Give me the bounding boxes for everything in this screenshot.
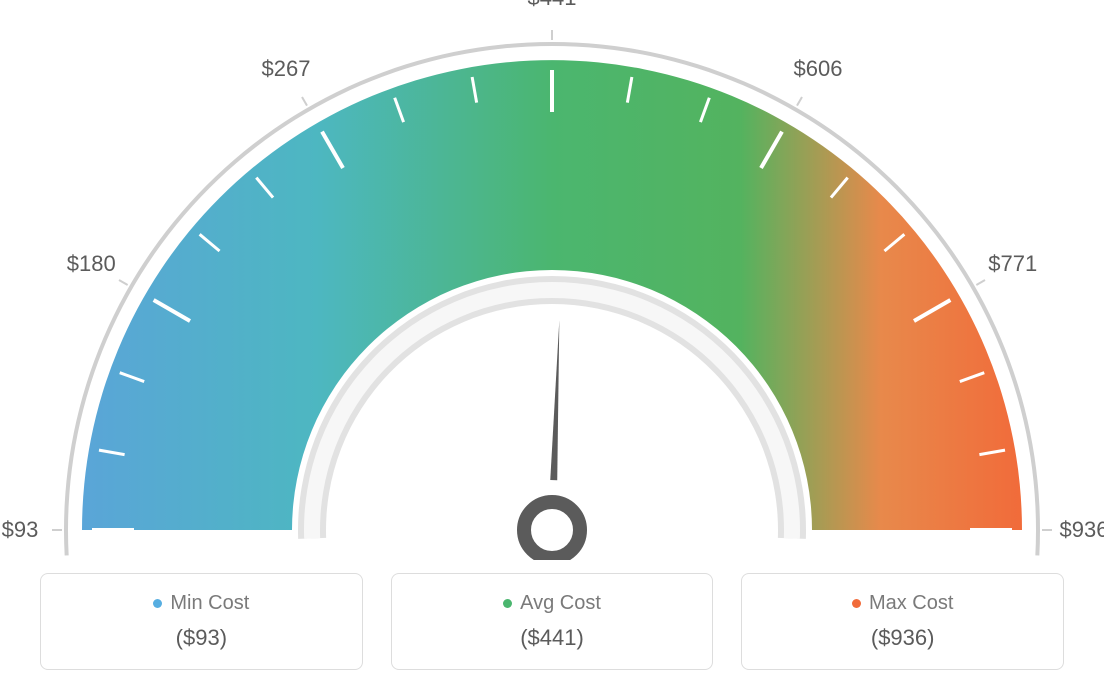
gauge-tick-label: $267: [262, 56, 311, 82]
legend-min-value: ($93): [51, 625, 352, 651]
gauge-svg: [52, 20, 1052, 560]
legend-avg-dot: [503, 599, 512, 608]
legend-row: Min Cost ($93) Avg Cost ($441) Max Cost …: [40, 573, 1064, 670]
gauge-chart: $93 $180 $267 $441 $606 $771 $936: [0, 0, 1104, 560]
legend-max-title: Max Cost: [852, 592, 953, 615]
gauge-tick-label: $441: [528, 0, 577, 11]
gauge-tick-label: $93: [2, 517, 39, 543]
legend-avg-label: Avg Cost: [520, 592, 601, 615]
legend-avg-cost: Avg Cost ($441): [391, 573, 714, 670]
legend-max-label: Max Cost: [869, 592, 953, 615]
legend-min-dot: [153, 599, 162, 608]
gauge-tick-label: $180: [67, 251, 116, 277]
gauge-tick-label: $936: [1060, 517, 1104, 543]
gauge-tick-label: $606: [794, 56, 843, 82]
legend-avg-title: Avg Cost: [503, 592, 601, 615]
legend-max-cost: Max Cost ($936): [741, 573, 1064, 670]
legend-min-label: Min Cost: [170, 592, 249, 615]
legend-max-dot: [852, 599, 861, 608]
gauge-tick-label: $771: [988, 251, 1037, 277]
legend-avg-value: ($441): [402, 625, 703, 651]
legend-min-title: Min Cost: [153, 592, 249, 615]
legend-min-cost: Min Cost ($93): [40, 573, 363, 670]
legend-max-value: ($936): [752, 625, 1053, 651]
